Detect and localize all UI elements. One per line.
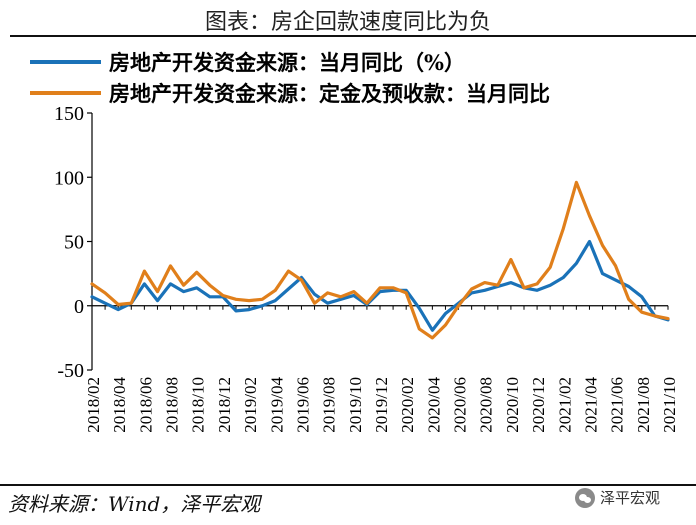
footer-rule bbox=[0, 484, 696, 486]
x-tick-label: 2020/06 bbox=[451, 377, 470, 433]
x-tick-label: 2019/06 bbox=[293, 377, 312, 433]
x-tick-label: 2021/10 bbox=[660, 377, 679, 433]
series-line-2 bbox=[90, 180, 670, 340]
x-tick-label: 2019/04 bbox=[267, 377, 286, 433]
y-tick-label: 100 bbox=[54, 167, 84, 189]
y-tick-label: -50 bbox=[57, 360, 84, 382]
x-tick-label: 2018/10 bbox=[189, 377, 208, 433]
x-tick-label: 2020/08 bbox=[477, 377, 496, 433]
x-tick-label: 2019/10 bbox=[346, 377, 365, 433]
y-tick-label: 0 bbox=[74, 296, 84, 318]
wechat-icon bbox=[575, 487, 595, 508]
x-tick-label: 2021/08 bbox=[634, 377, 653, 433]
source-note: 资料来源：Wind，泽平宏观 bbox=[8, 492, 261, 516]
x-tick-label: 2018/08 bbox=[163, 377, 182, 433]
x-tick-label: 2021/06 bbox=[608, 377, 627, 433]
x-tick-label: 2018/02 bbox=[84, 377, 103, 433]
y-tick-label: 150 bbox=[54, 103, 84, 125]
x-tick-label: 2021/02 bbox=[555, 377, 574, 433]
x-tick-label: 2020/02 bbox=[398, 377, 417, 433]
x-tick-label: 2020/10 bbox=[503, 377, 522, 433]
title-top-rule bbox=[10, 35, 696, 37]
legend-label-2: 房地产开发资金来源：定金及预收款：当月同比 bbox=[109, 81, 550, 106]
x-tick-label: 2021/04 bbox=[581, 377, 600, 433]
chart-title: 图表：房企回款速度同比为负 bbox=[204, 10, 491, 35]
x-tick-label: 2019/08 bbox=[320, 377, 339, 433]
x-tick-label: 2020/04 bbox=[424, 377, 443, 433]
x-tick-label: 2018/04 bbox=[110, 377, 129, 433]
legend-label-1: 房地产开发资金来源：当月同比（%） bbox=[109, 50, 465, 75]
y-tick-label: 50 bbox=[64, 232, 84, 254]
series-line-1 bbox=[90, 239, 670, 332]
x-tick-label: 2019/12 bbox=[372, 377, 391, 433]
x-tick-label: 2019/02 bbox=[241, 377, 260, 433]
x-tick-label: 2018/06 bbox=[136, 377, 155, 433]
watermark: 泽平宏观 bbox=[575, 487, 660, 508]
watermark-label: 泽平宏观 bbox=[600, 489, 661, 507]
x-tick-label: 2020/12 bbox=[529, 377, 548, 433]
x-tick-label: 2018/12 bbox=[215, 377, 234, 433]
